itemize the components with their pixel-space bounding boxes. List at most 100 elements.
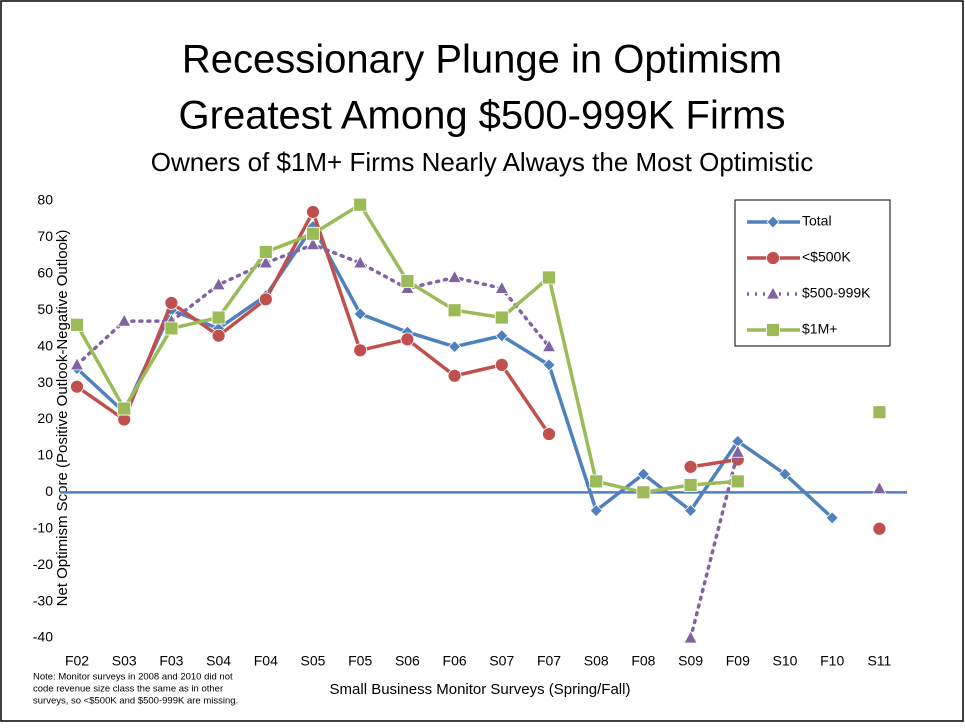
data-point xyxy=(400,332,415,347)
data-point xyxy=(70,317,84,332)
data-point xyxy=(306,226,320,241)
chart-title: Recessionary Plunge in Optimism xyxy=(182,38,782,82)
data-point xyxy=(541,338,557,353)
data-point xyxy=(494,310,509,325)
y-tick-label: 0 xyxy=(45,483,53,499)
data-point xyxy=(636,467,650,481)
data-point xyxy=(778,467,792,481)
data-point xyxy=(258,255,273,269)
data-point xyxy=(353,255,368,269)
x-tick-label: S03 xyxy=(112,653,137,669)
x-tick-label: S07 xyxy=(489,653,514,669)
x-tick-label: S10 xyxy=(773,653,798,669)
data-point xyxy=(494,280,509,294)
legend-label: $1M+ xyxy=(802,321,837,337)
data-point xyxy=(117,401,132,416)
x-tick-label: F10 xyxy=(820,653,844,669)
legend-label: Total xyxy=(802,213,832,229)
data-point xyxy=(164,321,179,336)
data-point xyxy=(305,236,321,251)
data-point xyxy=(353,343,368,358)
x-tick-label: F05 xyxy=(348,653,372,669)
x-axis-label: Small Business Monitor Surveys (Spring/F… xyxy=(330,681,631,698)
legend-label: $500-999K xyxy=(802,285,871,301)
y-tick-label: 70 xyxy=(37,228,53,244)
x-tick-label: S04 xyxy=(206,653,231,669)
y-tick-label: 50 xyxy=(37,301,53,317)
data-point xyxy=(730,444,745,458)
chart-subtitle: Owners of $1M+ Firms Nearly Always the M… xyxy=(151,147,813,177)
data-point xyxy=(70,379,84,394)
data-point xyxy=(494,357,509,372)
data-point xyxy=(164,296,179,310)
data-point xyxy=(872,480,887,495)
legend-box xyxy=(734,199,891,347)
note: Note: Monitor surveys in 2008 and 2010 d… xyxy=(33,672,233,683)
data-point xyxy=(258,292,273,307)
data-point xyxy=(872,521,887,536)
x-tick-label: F08 xyxy=(631,653,655,669)
data-point xyxy=(683,478,698,492)
data-point xyxy=(542,427,556,441)
y-axis-label: Net Optimism Score (Positive Outlook-Neg… xyxy=(54,230,71,607)
y-tick-label: 60 xyxy=(37,265,53,281)
data-point xyxy=(353,197,368,212)
y-tick-label: 80 xyxy=(37,192,53,208)
x-tick-label: F09 xyxy=(726,653,750,669)
data-point xyxy=(683,459,698,474)
y-tick-label: 30 xyxy=(37,374,53,390)
data-point xyxy=(447,303,462,318)
x-tick-label: F02 xyxy=(65,653,89,669)
y-tick-label: -30 xyxy=(33,592,53,608)
data-point xyxy=(872,405,887,420)
chart-title: Greatest Among $500-999K Firms xyxy=(179,94,786,138)
y-tick-label: 20 xyxy=(37,410,53,426)
y-tick-label: -40 xyxy=(33,629,53,645)
note: code revenue size class the same as in o… xyxy=(33,684,223,695)
note: surveys, so <$500K and $500-999K are mis… xyxy=(33,696,238,707)
data-point xyxy=(353,307,367,321)
x-tick-label: S08 xyxy=(584,653,609,669)
data-point xyxy=(211,310,226,325)
x-tick-label: F07 xyxy=(537,653,561,669)
data-point xyxy=(306,205,320,219)
x-tick-label: S11 xyxy=(867,653,891,669)
data-point xyxy=(211,276,226,291)
data-point xyxy=(117,313,132,327)
x-tick-label: S05 xyxy=(301,653,326,669)
y-tick-label: 40 xyxy=(37,337,53,353)
data-point xyxy=(636,485,651,500)
x-tick-label: F04 xyxy=(254,653,278,669)
data-point xyxy=(684,503,698,518)
x-tick-label: S09 xyxy=(678,653,703,669)
data-point xyxy=(825,511,839,525)
x-tick-label: S06 xyxy=(395,653,420,669)
data-point xyxy=(447,269,462,283)
data-point xyxy=(542,270,556,285)
legend-marker xyxy=(766,215,780,229)
legend-marker xyxy=(766,251,780,265)
data-point xyxy=(211,328,226,343)
y-tick-label: -20 xyxy=(33,556,53,572)
data-point xyxy=(495,329,509,343)
data-point xyxy=(683,630,698,644)
data-point xyxy=(589,503,603,518)
x-tick-label: F03 xyxy=(159,653,183,669)
x-tick-label: F06 xyxy=(443,653,467,669)
data-point xyxy=(69,357,85,371)
y-tick-label: 10 xyxy=(37,447,53,463)
data-point xyxy=(400,274,415,289)
data-point xyxy=(730,474,745,489)
data-point xyxy=(258,245,273,259)
y-tick-label: -10 xyxy=(33,519,53,535)
data-point xyxy=(589,474,604,489)
data-point xyxy=(447,368,462,383)
data-point xyxy=(542,358,556,372)
data-point xyxy=(448,340,462,354)
legend-marker xyxy=(765,286,781,300)
legend-label: <$500K xyxy=(802,249,851,265)
legend-marker xyxy=(766,323,780,337)
